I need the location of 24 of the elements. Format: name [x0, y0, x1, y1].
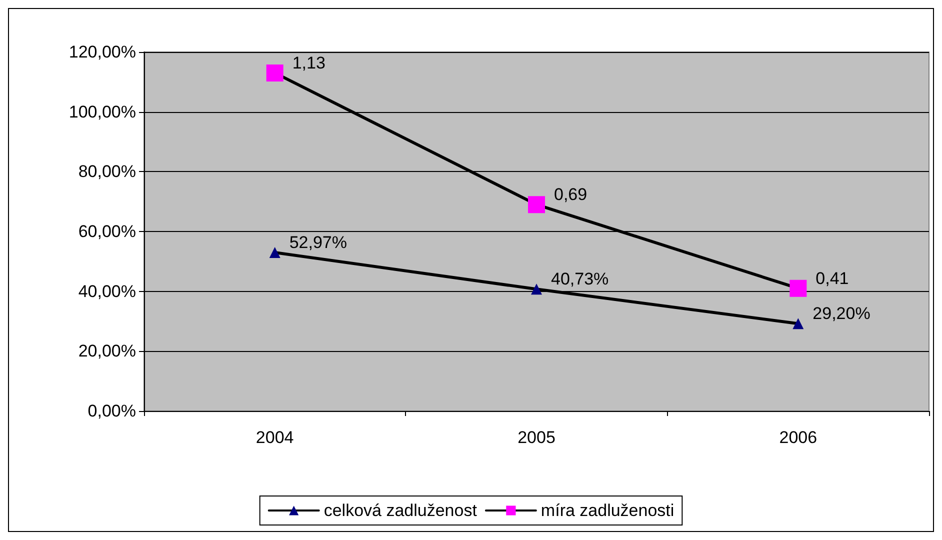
y-tick-label: 40,00% [78, 282, 136, 301]
y-tick-label: 80,00% [78, 162, 136, 182]
data-label: 29,20% [812, 304, 870, 324]
x-tick-label: 2006 [779, 428, 818, 447]
x-tick-label: 2005 [518, 428, 556, 447]
y-tick-label: 60,00% [78, 222, 136, 241]
point [790, 280, 807, 297]
point [528, 196, 545, 214]
data-label: 52,97% [289, 233, 348, 252]
data-label: 40,73% [551, 270, 609, 289]
y-tick-label: 20,00% [78, 342, 136, 361]
y-tick-label: 100,00% [68, 102, 136, 122]
point [792, 318, 804, 330]
legend-label: míra zadluženosti [540, 501, 674, 520]
y-tick-label: 120,00% [68, 42, 136, 62]
point [531, 284, 542, 295]
legend-label: celková zadluženost [324, 501, 478, 520]
y-tick-label: 0,00% [88, 402, 136, 420]
data-label: 0,41 [816, 268, 849, 288]
point [266, 64, 284, 82]
x-tick-label: 2004 [256, 428, 294, 447]
point [269, 247, 280, 258]
data-label: 1,13 [292, 53, 326, 72]
data-label: 0,69 [554, 185, 588, 204]
